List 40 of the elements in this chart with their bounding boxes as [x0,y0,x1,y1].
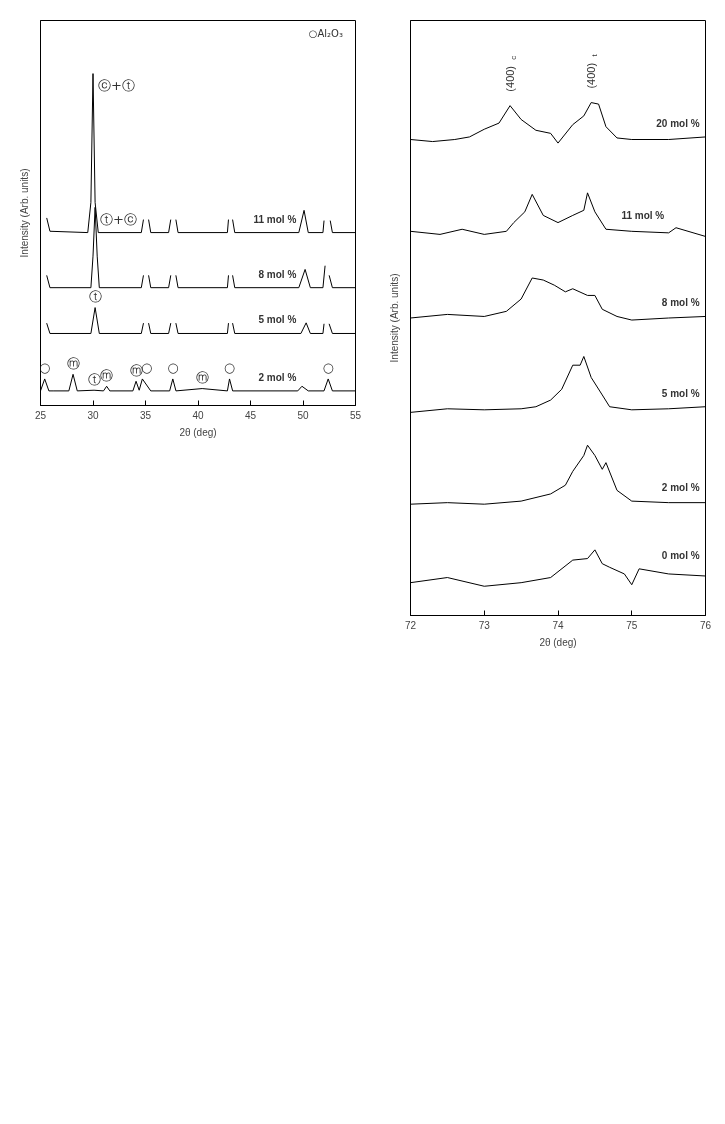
x-axis-title: 2θ (deg) [539,636,577,648]
annotation: ⓒ+ⓣ [98,78,135,94]
x-tick-label: 35 [139,409,152,421]
y-axis-title: Intensity (Arb. units) [18,168,30,258]
x-tick-label: 76 [699,619,712,631]
series-label: 2 mol % [258,371,297,383]
annotation: ⓣ+ⓒ [100,211,138,227]
annotation: ○ [167,360,179,376]
series-label: 5 mol % [661,387,700,399]
annotation: ⓜ [100,367,114,383]
x-tick-label: 74 [552,619,564,631]
annotation: ⓜ [195,370,209,386]
series-label: 20 mol % [656,117,700,129]
x-tick-label: 50 [297,409,309,421]
annotation: ⓣ [88,289,102,305]
series-label: 5 mol % [258,314,297,326]
annotation: ⓜ [129,362,143,378]
x-axis-title: 2θ (deg) [179,426,217,438]
x-tick-label: 40 [192,409,204,421]
annotation: ⓜ [66,355,80,371]
series-label: 8 mol % [661,297,700,309]
x-tick-label: 45 [244,409,257,421]
series-label: 11 mol % [253,213,297,225]
x-tick-label: 75 [626,619,638,631]
x-tick-label: 30 [87,409,99,421]
annotation: ⓣ [87,371,101,387]
x-tick-label: 72 [404,619,417,631]
x-tick-label: 73 [478,619,491,631]
x-tick-label: 55 [349,409,362,421]
text: ○Al₂O₃ [308,27,343,39]
series-label: 0 mol % [661,549,700,561]
x-tick-label: 25 [34,409,47,421]
series-label: 11 mol % [621,210,665,222]
annotation: (400)c [504,55,518,92]
annotation: ○ [322,360,334,376]
annotation: ○ [223,360,236,376]
annotation: (400)t [585,53,599,89]
y-axis-title: Intensity (Arb. units) [388,273,400,363]
series-label: 2 mol % [661,482,700,494]
series-label: 8 mol % [258,268,297,280]
